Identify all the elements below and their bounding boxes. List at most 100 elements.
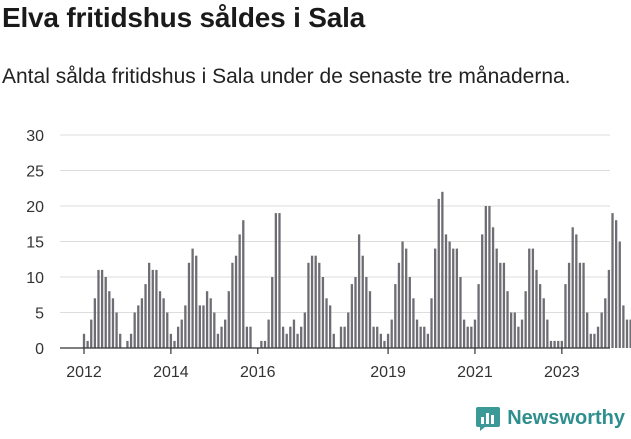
bar: [285, 333, 288, 348]
bar: [614, 220, 618, 348]
bar: [86, 340, 89, 348]
bar: [231, 262, 234, 348]
bar: [560, 340, 563, 348]
bar: [195, 255, 198, 348]
bar: [433, 248, 437, 348]
bar: [546, 319, 549, 348]
bar: [484, 206, 487, 348]
bar: [281, 326, 285, 348]
bar: [198, 305, 201, 348]
bar: [357, 234, 361, 348]
bar: [589, 333, 592, 348]
bar: [618, 241, 621, 348]
y-tick-label: 10: [26, 270, 44, 287]
bar: [582, 262, 585, 348]
bar: [133, 312, 136, 348]
bar: [104, 277, 107, 348]
bar: [491, 227, 495, 348]
bar: [542, 298, 545, 348]
y-tick-label: 25: [26, 164, 44, 181]
bar: [376, 326, 379, 348]
x-axis: 2012201420162019202120232025: [60, 347, 631, 381]
bar: [397, 262, 401, 348]
bar: [180, 319, 183, 348]
bar: [520, 319, 524, 348]
bars: [82, 191, 631, 348]
bar: [448, 241, 451, 348]
bar: [93, 298, 97, 348]
bar: [538, 284, 542, 348]
bar: [119, 333, 122, 348]
bar: [191, 248, 194, 348]
bar: [260, 340, 263, 348]
bar: [310, 255, 314, 348]
bar: [332, 333, 335, 348]
bar: [162, 298, 165, 348]
bar: [419, 326, 422, 348]
bar: [224, 319, 227, 348]
bar: [209, 298, 212, 348]
chart-title: Elva fritidshus såldes i Sala: [2, 2, 366, 33]
bar: [470, 326, 473, 348]
bar: [325, 298, 328, 348]
chart-subtitle: Antal sålda fritidshus i Sala under de s…: [2, 65, 571, 88]
bar: [343, 326, 346, 348]
x-tick-label: 2023: [544, 364, 580, 381]
bar: [462, 319, 466, 348]
bar: [365, 277, 368, 348]
bar: [596, 326, 600, 348]
bar: [108, 291, 111, 348]
bar: [549, 340, 553, 348]
bar: [368, 291, 372, 348]
bar: [339, 326, 343, 348]
bar: [245, 326, 249, 348]
bar: [307, 262, 310, 348]
bar: [571, 227, 574, 348]
bar: [176, 326, 180, 348]
bar: [155, 269, 158, 348]
bar: [415, 319, 419, 348]
x-tick-label: 2021: [457, 364, 493, 381]
bar: [82, 333, 86, 348]
bar: [249, 326, 252, 348]
y-tick-label: 15: [26, 235, 44, 252]
bar: [466, 326, 469, 348]
bar: [115, 312, 118, 348]
bar: [513, 312, 516, 348]
bar: [234, 255, 238, 348]
bar: [488, 206, 491, 348]
gridlines: [60, 134, 610, 313]
bar: [611, 213, 614, 348]
bar: [97, 269, 100, 348]
bar: [604, 298, 607, 348]
bar: [412, 298, 415, 348]
x-tick-label: 2012: [66, 364, 102, 381]
bar: [216, 333, 220, 348]
bar: [271, 277, 274, 348]
bar: [423, 326, 426, 348]
bar: [329, 305, 332, 348]
bar: [303, 312, 306, 348]
bar: [553, 340, 556, 348]
x-tick-label: 2014: [153, 364, 189, 381]
bar: [455, 248, 459, 348]
bar: [506, 291, 509, 348]
bar: [459, 277, 462, 348]
bar: [531, 248, 535, 348]
bar: [347, 312, 350, 348]
bar: [437, 198, 440, 348]
bar: [144, 284, 147, 348]
bar: [622, 305, 625, 348]
bar: [495, 248, 498, 348]
bar: [213, 312, 216, 348]
brand-name: Newsworthy: [507, 406, 625, 429]
bar: [278, 213, 281, 348]
bar: [158, 291, 162, 348]
bar: [318, 262, 321, 348]
bar: [296, 333, 299, 348]
bar: [111, 298, 115, 348]
bar: [629, 319, 631, 348]
bar: [140, 298, 144, 348]
y-tick-label: 5: [35, 306, 44, 323]
bar: [137, 305, 140, 348]
